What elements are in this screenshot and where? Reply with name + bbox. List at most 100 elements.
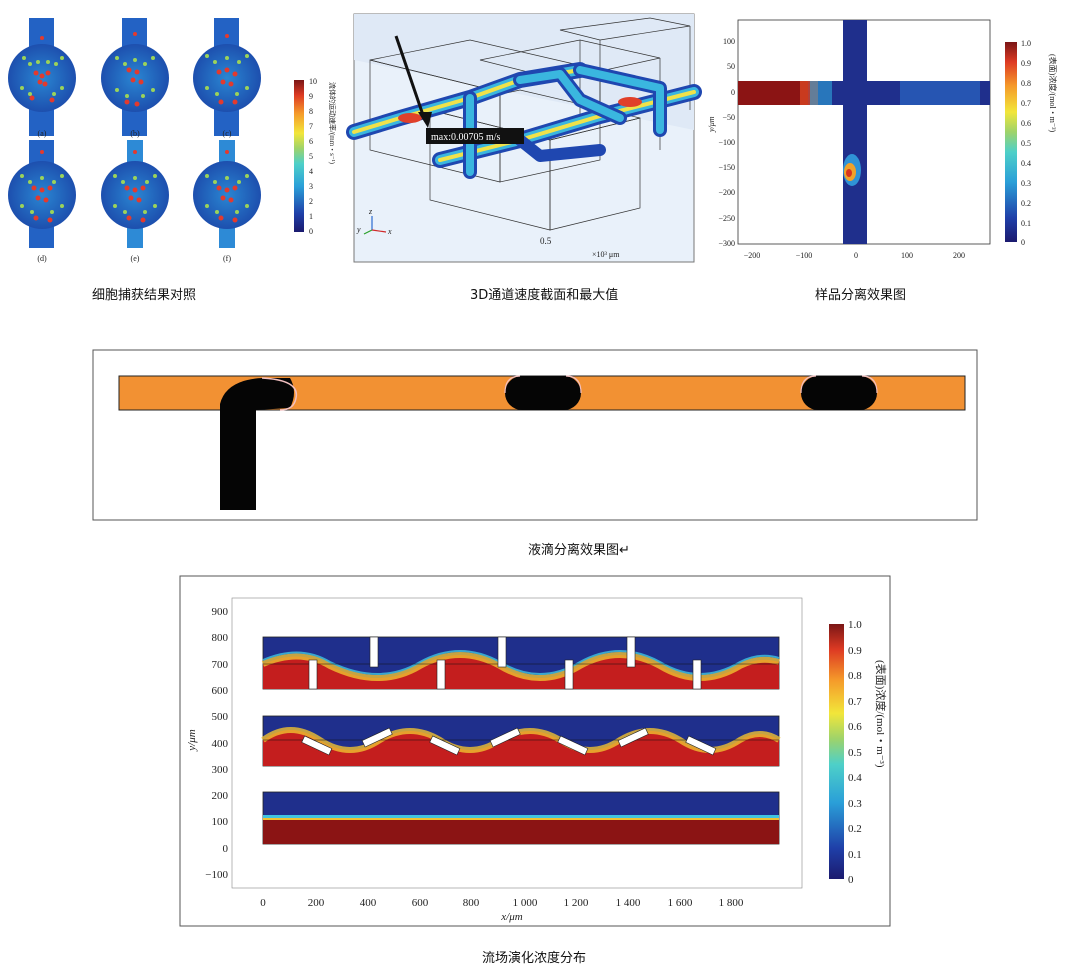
cell-d bbox=[8, 140, 76, 248]
flow-y-tick: 600 bbox=[212, 685, 229, 697]
cross-x-tick: −200 bbox=[744, 251, 761, 260]
cell-e bbox=[101, 140, 169, 248]
cross-y-tick: 50 bbox=[727, 62, 735, 71]
cross-cb-tick: 0.9 bbox=[1021, 59, 1031, 68]
cross-separation-panel: 100 50 0 −50 −100 −150 −200 −250 −300 −2… bbox=[707, 19, 1058, 260]
flow-xlabel: x/μm bbox=[500, 911, 522, 923]
cross-cb-tick: 0.1 bbox=[1021, 219, 1031, 228]
flow-x-tick: 200 bbox=[308, 897, 325, 909]
cross-cb-tick: 0.6 bbox=[1021, 119, 1031, 128]
flow-x-tick: 1 000 bbox=[513, 897, 538, 909]
caption-flow-field: 流场演化浓度分布 bbox=[482, 951, 587, 966]
cell-cb-tick: 6 bbox=[309, 137, 313, 146]
caption-droplet-separation: 液滴分离效果图↵ bbox=[528, 543, 630, 558]
cross-cb-tick: 0.7 bbox=[1021, 99, 1031, 108]
flow-cb-tick: 0.9 bbox=[848, 645, 862, 657]
flow-cb-tick: 0.8 bbox=[848, 670, 862, 682]
droplet-panel bbox=[92, 349, 978, 521]
cross-y-tick: 0 bbox=[731, 88, 735, 97]
flow-colorbar-title: (表面)浓度/(mol・m⁻³) bbox=[874, 660, 888, 768]
cell-cb-tick: 4 bbox=[309, 167, 313, 176]
cell-cb-tick: 8 bbox=[309, 107, 313, 116]
flow-x-tick: 600 bbox=[412, 897, 429, 909]
flow-x-tick: 800 bbox=[463, 897, 480, 909]
cross-y-tick: −300 bbox=[718, 239, 735, 248]
flow-y-tick: 900 bbox=[212, 606, 229, 618]
flow-y-tick: 100 bbox=[212, 816, 229, 828]
flow-y-tick: 800 bbox=[212, 632, 229, 644]
flow-x-tick: 400 bbox=[360, 897, 377, 909]
cell-cb-tick: 1 bbox=[309, 212, 313, 221]
axis-letter-x: x bbox=[387, 227, 392, 236]
cell-capture-panel: (a) (b) (c) (d) (e) (f) 10 9 8 7 6 5 4 3… bbox=[8, 18, 337, 263]
scale-value: 0.5 bbox=[540, 236, 552, 246]
cell-c bbox=[193, 18, 261, 136]
flow-y-tick: 300 bbox=[212, 764, 229, 776]
flow-cb-tick: 0.3 bbox=[848, 798, 862, 810]
cell-label-f: (f) bbox=[223, 254, 231, 263]
cell-label-d: (d) bbox=[37, 254, 47, 263]
flow-x-tick: 1 400 bbox=[616, 897, 641, 909]
flow-y-tick: 200 bbox=[212, 790, 229, 802]
flow-field-panel: 900 800 700 600 500 400 300 200 100 0 −1… bbox=[179, 575, 891, 927]
cell-cb-tick: 7 bbox=[309, 122, 313, 131]
flow-cb-tick: 1.0 bbox=[848, 619, 862, 631]
flow-y-tick: 500 bbox=[212, 711, 229, 723]
flow-cb-tick: 0.4 bbox=[848, 772, 862, 784]
max-velocity-annotation: max:0.00705 m/s bbox=[431, 132, 501, 143]
scale-unit: ×10³ μm bbox=[592, 250, 620, 259]
cell-cb-tick: 10 bbox=[309, 77, 317, 86]
cross-x-tick: 0 bbox=[854, 251, 858, 260]
flow-cb-tick: 0 bbox=[848, 874, 854, 886]
cell-a bbox=[8, 18, 76, 136]
flow-x-tick: 1 600 bbox=[668, 897, 693, 909]
axis-letter-y: y bbox=[356, 225, 361, 234]
caption-3d-channel: 3D通道速度截面和最大值 bbox=[470, 288, 619, 303]
flow-y-tick: 400 bbox=[212, 738, 229, 750]
cell-label-a: (a) bbox=[38, 129, 47, 138]
cross-y-tick: −100 bbox=[718, 138, 735, 147]
cross-cb-tick: 0.2 bbox=[1021, 199, 1031, 208]
cross-cb-tick: 0.3 bbox=[1021, 179, 1031, 188]
flow-cb-tick: 0.1 bbox=[848, 849, 862, 861]
flow-x-tick: 1 800 bbox=[719, 897, 744, 909]
flow-y-tick: −100 bbox=[205, 869, 228, 881]
cross-cb-tick: 0 bbox=[1021, 238, 1025, 247]
cell-label-c: (c) bbox=[223, 129, 232, 138]
cross-cb-tick: 0.4 bbox=[1021, 159, 1031, 168]
cell-cb-tick: 3 bbox=[309, 182, 313, 191]
cross-y-tick: −150 bbox=[718, 163, 735, 172]
cell-colorbar-title: 流体的运动速率/(mm・s⁻¹) bbox=[328, 82, 337, 165]
cross-x-tick: 200 bbox=[953, 251, 965, 260]
channel-3d-panel: max:0.00705 m/s z y x 0.5 ×10³ μm bbox=[346, 13, 702, 263]
cross-x-tick: −100 bbox=[796, 251, 813, 260]
cell-cb-tick: 9 bbox=[309, 92, 313, 101]
caption-cell-capture: 细胞捕获结果对照 bbox=[92, 288, 197, 303]
axis-letter-z: z bbox=[368, 207, 373, 216]
cross-cb-tick: 0.8 bbox=[1021, 79, 1031, 88]
flow-cb-tick: 0.2 bbox=[848, 823, 862, 835]
cross-y-tick: −50 bbox=[722, 113, 735, 122]
caption-sample-separation: 样品分离效果图 bbox=[815, 288, 907, 303]
cell-cb-tick: 0 bbox=[309, 227, 313, 236]
flow-ylabel: y/μm bbox=[186, 729, 198, 751]
flow-cb-tick: 0.7 bbox=[848, 696, 862, 708]
flow-x-tick: 0 bbox=[260, 897, 266, 909]
flow-y-tick: 700 bbox=[212, 659, 229, 671]
flow-colorbar bbox=[829, 624, 844, 879]
cross-ylabel: y/μm bbox=[707, 116, 716, 133]
cross-x-tick: 100 bbox=[901, 251, 913, 260]
cell-b bbox=[101, 18, 169, 136]
flow-y-tick: 0 bbox=[223, 843, 229, 855]
flow-cb-tick: 0.6 bbox=[848, 721, 862, 733]
cell-cb-tick: 2 bbox=[309, 197, 313, 206]
cross-y-tick: −200 bbox=[718, 188, 735, 197]
cross-cb-tick: 0.5 bbox=[1021, 139, 1031, 148]
cross-y-tick: −250 bbox=[718, 214, 735, 223]
cross-colorbar-title: (表面)浓度/(mol・m⁻³) bbox=[1048, 54, 1058, 133]
cell-label-e: (e) bbox=[131, 254, 140, 263]
cross-y-tick: 100 bbox=[723, 37, 735, 46]
cell-f bbox=[193, 140, 261, 248]
cell-label-b: (b) bbox=[130, 129, 140, 138]
cross-cb-tick: 1.0 bbox=[1021, 39, 1031, 48]
